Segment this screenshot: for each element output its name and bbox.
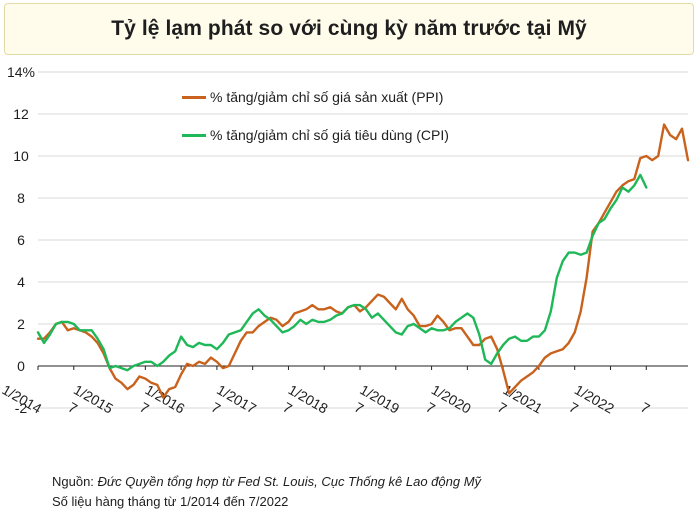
x-tick-label: 1/2022 <box>572 381 617 416</box>
y-tick-label: 10 <box>13 148 29 164</box>
legend-item-cpi: % tăng/giảm chỉ số giá tiêu dùng (CPI) <box>182 127 449 143</box>
legend-label-cpi: % tăng/giảm chỉ số giá tiêu dùng (CPI) <box>210 127 449 143</box>
x-tick-label: 1/2016 <box>143 381 188 416</box>
y-tick-label: 0 <box>17 358 25 374</box>
x-tick-label: 1/2019 <box>357 381 402 416</box>
data-note: Số liệu hàng tháng từ 1/2014 đến 7/2022 <box>52 494 289 509</box>
y-tick-label: -2 <box>15 400 28 416</box>
y-tick-label: 14% <box>7 64 35 80</box>
y-tick-label: 12 <box>13 106 29 122</box>
y-tick-label: 4 <box>17 274 25 290</box>
series-line-ppi <box>36 123 690 399</box>
source-text: Đức Quyền tổng hợp từ Fed St. Louis, Cục… <box>97 474 482 489</box>
chart-footer: Nguồn: Đức Quyền tổng hợp từ Fed St. Lou… <box>52 472 481 512</box>
x-tick-label: 1/2015 <box>71 381 116 416</box>
x-tick-label: 1/2020 <box>429 381 474 416</box>
series-line-cpi <box>36 173 648 372</box>
legend-swatch-cpi <box>182 133 206 137</box>
legend-label-ppi: % tăng/giảm chỉ số giá sản xuất (PPI) <box>210 89 444 105</box>
x-tick-label: 1/2017 <box>214 381 259 416</box>
y-tick-label: 8 <box>17 190 25 206</box>
y-tick-label: 6 <box>17 232 25 248</box>
legend-swatch-ppi <box>182 95 206 99</box>
source-label: Nguồn: <box>52 474 98 489</box>
y-tick-label: 2 <box>17 316 25 332</box>
x-tick-label: 1/2018 <box>286 381 331 416</box>
chart-title: Tỷ lệ lạm phát so với cùng kỳ năm trước … <box>111 17 587 40</box>
legend-item-ppi: % tăng/giảm chỉ số giá sản xuất (PPI) <box>182 89 443 105</box>
source-line: Nguồn: Đức Quyền tổng hợp từ Fed St. Lou… <box>52 472 481 492</box>
chart-title-banner: Tỷ lệ lạm phát so với cùng kỳ năm trước … <box>4 3 694 55</box>
